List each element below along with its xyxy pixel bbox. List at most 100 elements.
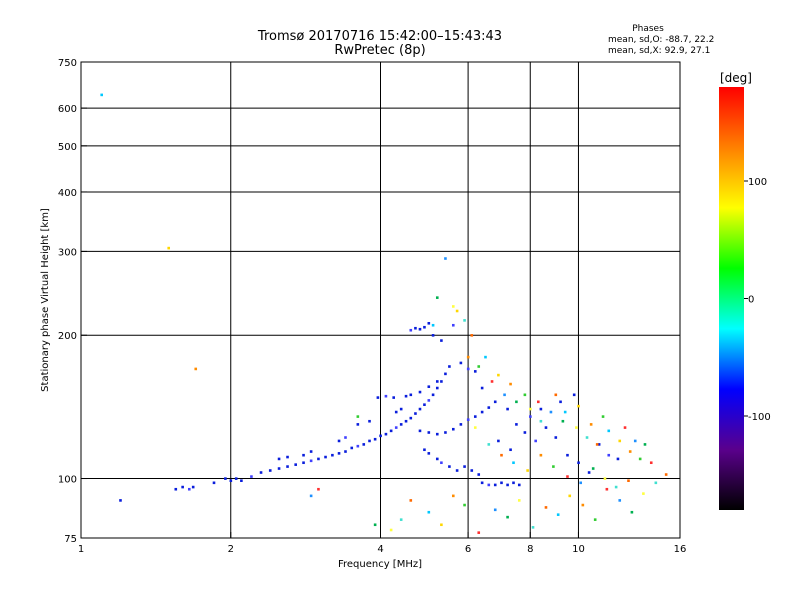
data-point (427, 431, 431, 434)
x-axis: 1 2 4 6 8 10 16 (78, 532, 687, 555)
x-axis-label: Frequency [MHz] (338, 559, 422, 570)
data-point (577, 404, 580, 408)
data-point (506, 483, 509, 487)
data-point (605, 487, 609, 491)
data-point (414, 412, 417, 415)
y-axis: 75 100 200 300 400 500 600 750 (58, 58, 87, 545)
data-point (473, 415, 477, 418)
data-point (440, 523, 443, 527)
data-point (566, 475, 569, 478)
y-tick-label: 400 (58, 188, 77, 199)
data-point (418, 429, 422, 433)
data-point (455, 469, 459, 472)
data-point (191, 485, 195, 489)
data-point (630, 510, 634, 514)
data-point (487, 483, 491, 487)
data-point (286, 455, 289, 459)
data-point (581, 503, 585, 507)
data-point (389, 429, 393, 433)
data-point (473, 426, 477, 429)
data-point (392, 396, 395, 399)
data-point (554, 393, 558, 397)
data-point (431, 393, 435, 397)
data-point (368, 439, 371, 443)
data-point (409, 328, 413, 332)
stats-line-o: mean, sd,O: -88.7, 22.2 (608, 35, 714, 45)
data-point (509, 382, 512, 386)
data-point (448, 465, 451, 468)
data-point (618, 499, 622, 502)
data-point (577, 461, 580, 465)
data-point (229, 479, 233, 483)
data-point (591, 467, 595, 470)
data-point (431, 323, 435, 327)
data-point (394, 410, 398, 414)
data-point (259, 471, 263, 474)
colorbar (719, 87, 744, 510)
data-point (595, 443, 599, 446)
data-point (379, 434, 382, 438)
y-tick-label: 500 (58, 142, 77, 153)
data-point (427, 452, 431, 455)
data-point (642, 492, 645, 495)
data-point (414, 326, 417, 330)
data-point (607, 429, 611, 433)
data-point (664, 473, 668, 476)
data-point (500, 481, 503, 485)
data-point (544, 426, 548, 429)
data-point (575, 426, 578, 429)
data-point (181, 485, 184, 489)
data-point (529, 415, 532, 418)
x-tick-label: 10 (572, 544, 585, 555)
data-point (531, 526, 535, 529)
data-point (100, 93, 103, 97)
data-point (194, 367, 198, 371)
data-point (448, 365, 451, 368)
data-point (561, 419, 565, 423)
data-point (356, 415, 360, 418)
data-point (552, 465, 555, 468)
data-point (556, 513, 560, 516)
data-point (423, 403, 426, 406)
colorbar-tick-label: 100 (748, 177, 767, 188)
data-point (623, 426, 627, 429)
data-point (444, 257, 447, 260)
y-tick-label: 750 (58, 58, 77, 69)
data-point (568, 494, 572, 498)
data-point (506, 515, 509, 519)
data-point (585, 436, 589, 439)
data-point (309, 459, 313, 463)
data-point (373, 523, 377, 527)
data-point (493, 483, 497, 487)
data-point (427, 399, 431, 402)
data-point (418, 327, 422, 331)
data-point (384, 394, 388, 398)
data-point (212, 481, 216, 485)
data-point (451, 305, 455, 308)
data-point (539, 419, 543, 423)
data-point (459, 423, 463, 426)
data-point (614, 485, 618, 489)
data-point (187, 487, 191, 491)
data-point (463, 319, 466, 322)
data-point (597, 443, 601, 446)
data-point (572, 393, 576, 397)
data-point (539, 453, 543, 457)
data-point (399, 518, 403, 521)
data-point (493, 508, 497, 512)
data-point (500, 453, 503, 457)
data-point (427, 510, 431, 514)
data-point (317, 457, 320, 461)
data-point (423, 448, 426, 452)
data-point (529, 407, 532, 411)
scatter-points (100, 93, 668, 534)
data-point (344, 436, 347, 439)
data-point (435, 432, 439, 436)
data-point (497, 373, 500, 377)
data-point (435, 380, 439, 383)
data-point (418, 390, 422, 394)
data-point (618, 439, 622, 443)
data-point (517, 499, 521, 502)
x-tick-label: 16 (674, 544, 687, 555)
data-point (376, 396, 380, 399)
